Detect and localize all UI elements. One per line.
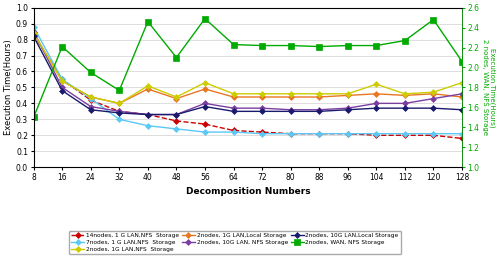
Y-axis label: Execution Time(Hours): Execution Time(Hours): [4, 40, 13, 135]
Y-axis label: Execution Time(Hours)
2 nodes, WAN, NFS Storage: Execution Time(Hours) 2 nodes, WAN, NFS …: [482, 39, 496, 135]
Legend: 14nodes, 1 G LAN,NFS  Storage, 7nodes, 1 G LAN,NFS  Storage, 2nodes, 1G LAN,NFS : 14nodes, 1 G LAN,NFS Storage, 7nodes, 1 …: [69, 231, 401, 254]
X-axis label: Decomposition Numbers: Decomposition Numbers: [186, 187, 310, 196]
